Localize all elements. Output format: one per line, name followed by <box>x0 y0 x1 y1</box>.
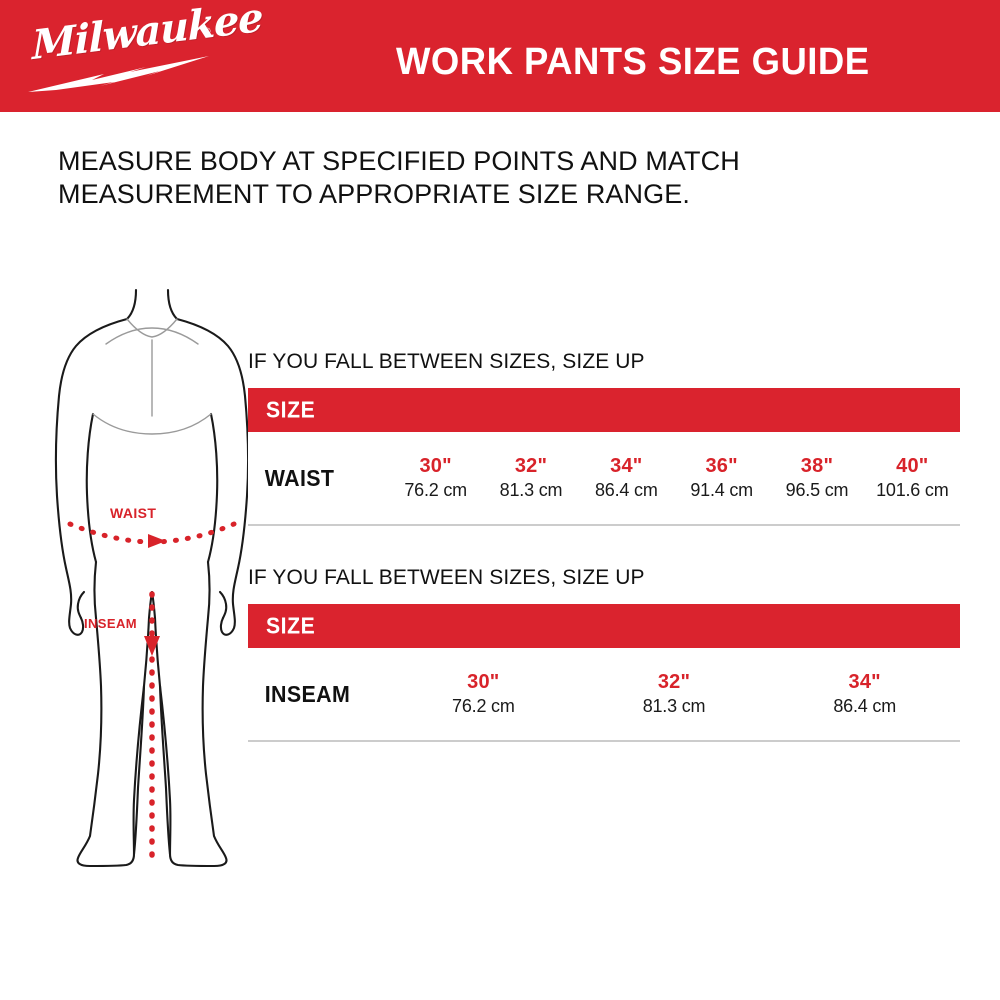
waist-cell-0: 30" 76.2 cm <box>388 454 483 502</box>
intro-line-1: MEASURE BODY AT SPECIFIED POINTS AND MAT… <box>58 146 740 176</box>
waist-section: IF YOU FALL BETWEEN SIZES, SIZE UP SIZE … <box>248 350 960 526</box>
intro-line-2: MEASUREMENT TO APPROPRIATE SIZE RANGE. <box>58 179 690 209</box>
inseam-cm-2: 86.4 cm <box>833 696 896 716</box>
inseam-size-up-hint: IF YOU FALL BETWEEN SIZES, SIZE UP <box>248 566 645 589</box>
waist-label: WAIST <box>110 505 156 521</box>
section-gap <box>248 526 960 566</box>
registered-trademark-icon: ® <box>203 25 212 37</box>
waist-cell-2: 34" 86.4 cm <box>579 454 674 502</box>
waist-cm-4: 96.5 cm <box>785 480 849 500</box>
inseam-cell-2: 34" 86.4 cm <box>769 670 960 718</box>
waist-cm-3: 91.4 cm <box>690 480 753 500</box>
body-diagram: WAIST INSEAM <box>54 288 248 868</box>
waist-cell-1: 32" 81.3 cm <box>483 454 578 502</box>
inseam-section-divider <box>248 740 960 742</box>
waist-inches-2: 34" <box>610 455 643 477</box>
intro-text: MEASURE BODY AT SPECIFIED POINTS AND MAT… <box>58 145 878 211</box>
body-outline <box>54 288 248 868</box>
waist-cm-1: 81.3 cm <box>499 480 563 500</box>
inseam-size-header-label: SIZE <box>266 612 316 639</box>
inseam-cell-0: 30" 76.2 cm <box>388 670 579 718</box>
inseam-size-header-bar: SIZE <box>248 604 960 648</box>
waist-measure-line <box>67 521 237 548</box>
size-tables: IF YOU FALL BETWEEN SIZES, SIZE UP SIZE … <box>248 350 960 742</box>
waist-size-header-bar: SIZE <box>248 388 960 432</box>
waist-section-divider <box>248 524 960 526</box>
inseam-cells: 30" 76.2 cm 32" 81.3 cm 34" 86.4 cm <box>388 670 960 718</box>
inseam-inches-2: 34" <box>848 671 881 693</box>
waist-inches-5: 40" <box>896 455 929 477</box>
waist-inches-0: 30" <box>419 455 452 477</box>
waist-size-up-hint: IF YOU FALL BETWEEN SIZES, SIZE UP <box>248 350 645 373</box>
inseam-row: INSEAM 30" 76.2 cm 32" 81.3 cm 34" 86.4 … <box>248 648 960 740</box>
waist-row: WAIST 30" 76.2 cm 32" 81.3 cm 34" 86.4 c… <box>248 432 960 524</box>
waist-cm-2: 86.4 cm <box>595 480 658 500</box>
waist-inches-4: 38" <box>800 455 834 477</box>
waist-inches-1: 32" <box>514 455 548 477</box>
inseam-inches-0: 30" <box>467 671 500 693</box>
waist-inches-3: 36" <box>705 455 738 477</box>
page-header: Milwaukee ® WORK PANTS SIZE GUIDE <box>0 0 1000 112</box>
waist-cells: 30" 76.2 cm 32" 81.3 cm 34" 86.4 cm 36" … <box>388 454 960 502</box>
waist-cell-5: 40" 101.6 cm <box>865 454 960 502</box>
inseam-row-label: INSEAM <box>264 680 351 707</box>
waist-cell-4: 38" 96.5 cm <box>769 454 864 502</box>
body-interior-lines <box>92 318 212 435</box>
inseam-section: IF YOU FALL BETWEEN SIZES, SIZE UP SIZE … <box>248 566 960 742</box>
inseam-inches-1: 32" <box>657 671 691 693</box>
inseam-cell-1: 32" 81.3 cm <box>579 670 770 718</box>
inseam-measure-line <box>144 591 160 863</box>
page-title: WORK PANTS SIZE GUIDE <box>396 41 870 83</box>
inseam-cm-1: 81.3 cm <box>642 696 706 716</box>
waist-cm-5: 101.6 cm <box>876 480 949 500</box>
waist-cm-0: 76.2 cm <box>404 480 467 500</box>
inseam-label: INSEAM <box>84 616 137 631</box>
waist-row-label: WAIST <box>264 464 335 491</box>
inseam-cm-0: 76.2 cm <box>452 696 515 716</box>
lightning-bolt-icon <box>28 56 209 92</box>
waist-cell-3: 36" 91.4 cm <box>674 454 769 502</box>
waist-size-header-label: SIZE <box>266 396 316 423</box>
milwaukee-logo: Milwaukee ® <box>26 0 263 95</box>
